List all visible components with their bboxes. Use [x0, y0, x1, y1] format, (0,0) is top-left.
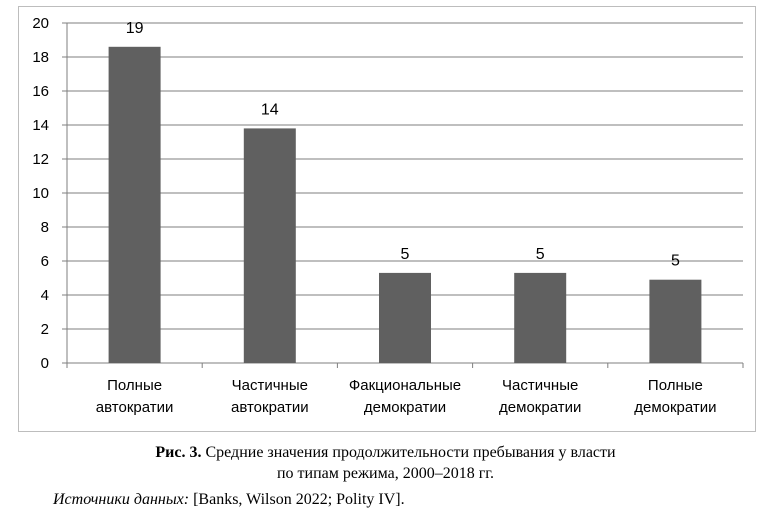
bar — [379, 272, 431, 363]
bar — [243, 128, 296, 363]
category-label: Полные — [648, 377, 703, 394]
data-source: Источники данных: [Banks, Wilson 2022; P… — [53, 491, 405, 509]
y-tick-label: 2 — [41, 321, 49, 338]
bar — [514, 272, 567, 363]
caption-title: Средние значения продолжительности пребы… — [205, 444, 616, 461]
category-label: Факциональные — [349, 377, 461, 394]
y-tick-label: 16 — [32, 83, 49, 100]
category-label: автократии — [231, 399, 309, 416]
data-label: 5 — [401, 246, 410, 263]
category-label: демократии — [499, 399, 581, 416]
category-label: демократии — [634, 399, 716, 416]
figure-caption: Рис. 3. Средние значения продолжительнос… — [0, 442, 771, 484]
bar — [108, 46, 161, 364]
data-label: 14 — [261, 101, 279, 118]
y-tick-label: 14 — [32, 117, 49, 134]
figure-number: Рис. 3. — [155, 444, 202, 461]
caption-line-1: Рис. 3. Средние значения продолжительнос… — [0, 442, 771, 463]
y-tick-label: 8 — [41, 219, 49, 236]
category-label: автократии — [96, 399, 174, 416]
source-text: [Banks, Wilson 2022; Polity IV]. — [193, 491, 405, 508]
category-label: Частичные — [232, 377, 308, 394]
data-label: 5 — [536, 246, 545, 263]
source-label: Источники данных: — [53, 491, 190, 508]
bars — [108, 46, 702, 364]
y-tick-label: 18 — [32, 49, 49, 66]
bar — [649, 279, 702, 363]
bar-chart: 0 2 4 6 8 10 12 14 16 18 20 19 Полные автократии 14 Час… — [32, 15, 744, 416]
category-label: Частичные — [502, 377, 578, 394]
y-tick-label: 0 — [41, 355, 49, 372]
y-tick-label: 6 — [41, 253, 49, 270]
y-tick-label: 20 — [32, 15, 49, 32]
category-label: Полные — [107, 377, 162, 394]
y-tick-label: 12 — [32, 151, 49, 168]
data-label: 5 — [671, 253, 680, 270]
chart-frame: 0 2 4 6 8 10 12 14 16 18 20 19 Полные автократии 14 Час… — [18, 6, 756, 432]
y-tick-label: 10 — [32, 185, 49, 202]
y-tick-label: 4 — [41, 287, 49, 304]
category-label: демократии — [364, 399, 446, 416]
data-label: 19 — [126, 20, 144, 37]
caption-line-2: по типам режима, 2000–2018 гг. — [276, 465, 495, 482]
labels: 0 2 4 6 8 10 12 14 16 18 20 19 Полные автократии 14 Час… — [32, 15, 716, 416]
gridlines — [67, 22, 743, 330]
